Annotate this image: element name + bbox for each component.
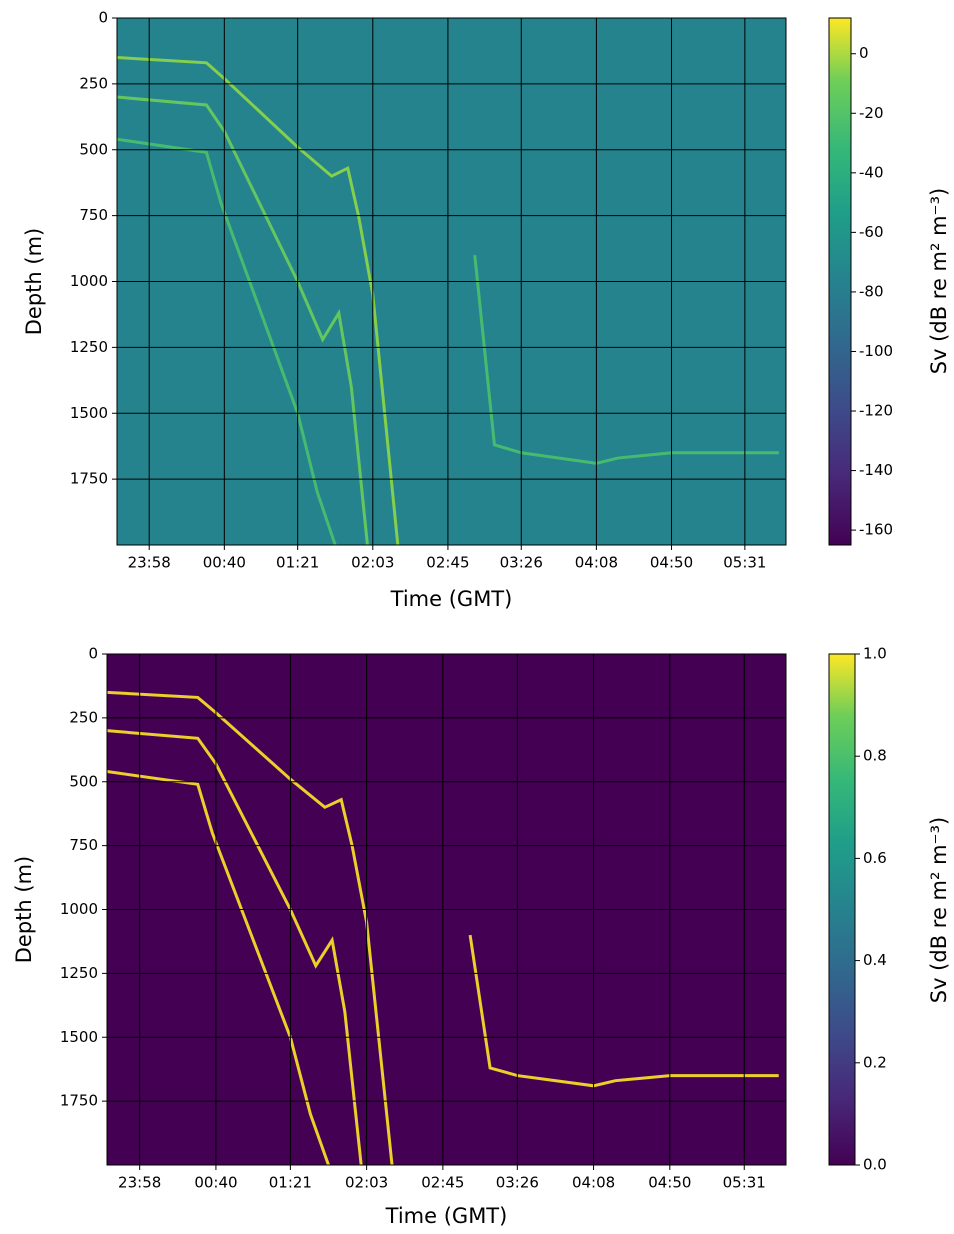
y-tick-label: 500: [79, 140, 108, 158]
x-tick-label: 05:31: [723, 1174, 766, 1192]
colorbar-tick-label: -80: [859, 282, 884, 300]
x-tick-label: 00:40: [203, 554, 246, 572]
y-tick-label: 1000: [60, 900, 98, 918]
y-tick-label: 1250: [70, 338, 108, 356]
colorbar-tick-label: 0.4: [863, 951, 887, 969]
colorbar-tick-label: 0.6: [863, 849, 887, 867]
echo-trace: [116, 95, 369, 546]
y-tick-label: 750: [79, 206, 108, 224]
colorbar: [828, 653, 856, 1166]
x-tick-label: 04:50: [650, 554, 693, 572]
y-tick-label: 1500: [60, 1028, 98, 1046]
y-tick-label: 250: [79, 74, 108, 92]
y-tick-label: 1250: [60, 964, 98, 982]
x-tick-label: 03:26: [496, 1174, 539, 1192]
x-tick-label: 01:21: [269, 1174, 312, 1192]
x-tick-label: 01:21: [276, 554, 319, 572]
colorbar-tick-label: 0: [859, 44, 869, 62]
colorbar-tick-label: -120: [859, 402, 893, 420]
x-tick-label: 04:08: [575, 554, 618, 572]
y-tick-label: 750: [69, 836, 98, 854]
y-tick-label: 1500: [70, 404, 108, 422]
y-tick-label: 0: [88, 645, 98, 663]
x-tick-label: 05:31: [723, 554, 766, 572]
colorbar-tick-label: 1.0: [863, 645, 887, 663]
y-tick-label: 1000: [70, 272, 108, 290]
colorbar-tick-label: 0.0: [863, 1156, 887, 1174]
colorbar-tick-label: -160: [859, 521, 893, 539]
x-tick-label: 04:50: [648, 1174, 691, 1192]
colorbar-tick-label: -60: [859, 223, 884, 241]
colorbar-label: Sv (dB re m² m⁻³): [927, 188, 951, 375]
x-axis-label: Time (GMT): [390, 587, 513, 611]
x-tick-label: 23:58: [118, 1174, 161, 1192]
x-axis-label: Time (GMT): [385, 1204, 508, 1228]
y-axis-label: Depth (m): [12, 856, 36, 963]
colorbar-tick-label: -20: [859, 104, 884, 122]
x-tick-label: 02:03: [345, 1174, 388, 1192]
x-tick-label: 23:58: [128, 554, 171, 572]
colorbar-tick-label: -40: [859, 163, 884, 181]
y-tick-label: 250: [69, 708, 98, 726]
echo-trace: [116, 56, 400, 546]
y-axis-label: Depth (m): [22, 228, 46, 335]
x-tick-label: 02:45: [426, 554, 469, 572]
y-tick-label: 1750: [70, 470, 108, 488]
x-tick-label: 02:03: [351, 554, 394, 572]
echo-trace: [106, 729, 363, 1166]
y-tick-label: 500: [69, 772, 98, 790]
x-tick-label: 03:26: [500, 554, 543, 572]
colorbar-tick-label: -140: [859, 461, 893, 479]
colorbar: [828, 17, 852, 546]
x-tick-label: 02:45: [421, 1174, 464, 1192]
colorbar-tick-label: 0.2: [863, 1053, 887, 1071]
echo-trace: [106, 690, 394, 1166]
x-tick-label: 00:40: [194, 1174, 237, 1192]
colorbar-tick-label: -100: [859, 342, 893, 360]
x-tick-label: 04:08: [572, 1174, 615, 1192]
plot-frame: [106, 653, 787, 1166]
plot-frame: [116, 17, 787, 546]
colorbar-tick-label: 0.8: [863, 747, 887, 765]
y-tick-label: 0: [98, 9, 108, 27]
y-tick-label: 1750: [60, 1092, 98, 1110]
colorbar-label: Sv (dB re m² m⁻³): [927, 817, 951, 1004]
